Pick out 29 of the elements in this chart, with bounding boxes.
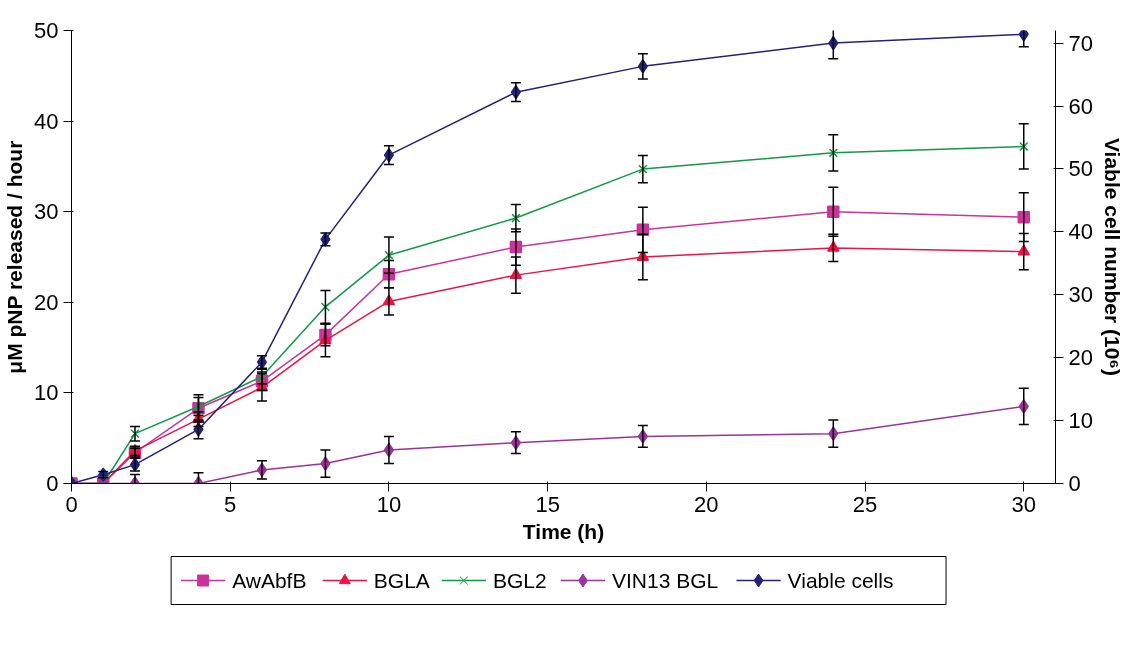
y2-tick-label: 60 [1068,93,1093,119]
legend-label: BGLA [373,569,430,592]
legend-label: Viable cells [787,569,894,592]
y-tick-label: 20 [34,289,59,315]
legend-label: BGL2 [492,569,547,592]
legend-label: VIN13 BGL [611,569,719,592]
y-tick-label: 40 [34,108,59,134]
y-tick-label: 30 [34,199,59,225]
x-tick-label: 20 [694,491,719,517]
legend-label: AwAbfB [232,569,307,592]
y2-tick-label: 50 [1068,156,1093,182]
x-tick-label: 25 [852,491,878,517]
x-tick-label: 0 [65,491,78,517]
y2-tick-label: 30 [1068,282,1093,308]
y2-tick-label: 0 [1068,471,1081,496]
y-tick-label: 10 [34,380,59,406]
y-axis-title: μM pNP released / hour [3,140,27,374]
y2-tick-label: 20 [1068,345,1093,371]
y-tick-label: 50 [34,18,59,43]
y2-tick-label: 70 [1068,30,1093,56]
y2-tick-label: 10 [1068,408,1093,434]
x-tick-label: 5 [224,491,237,517]
x-axis-title: Time (h) [522,519,605,543]
x-tick-label: 30 [1011,491,1037,517]
x-tick-label: 10 [376,491,402,517]
x-tick-label: 15 [535,491,560,517]
y2-tick-label: 40 [1068,219,1093,245]
y2-axis-title: Viable cell number (10⁶) [1100,137,1124,377]
y-tick-label: 0 [46,471,59,496]
